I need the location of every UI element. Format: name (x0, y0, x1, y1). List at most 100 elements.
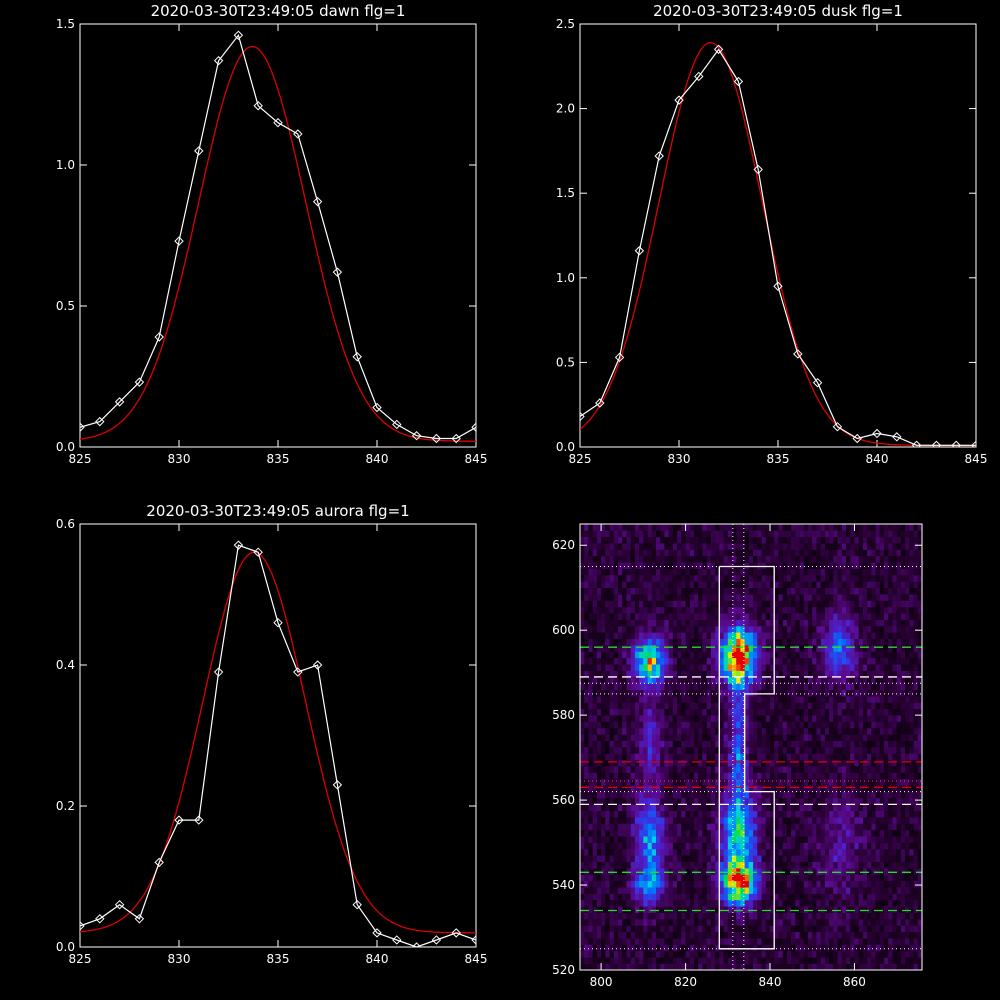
heatmap-cell (672, 689, 678, 697)
heatmap-cell (689, 810, 695, 818)
heatmap-cell (689, 931, 695, 939)
heatmap-cell (723, 594, 729, 601)
heatmap-cell (850, 657, 855, 665)
heatmap-cell (694, 581, 699, 588)
heatmap-cell (867, 753, 872, 761)
heatmap-cell (786, 568, 792, 576)
heatmap-cell (639, 696, 644, 703)
heatmap-cell (681, 524, 686, 531)
heatmap-cell (829, 543, 834, 550)
heatmap-cell (782, 664, 788, 671)
heatmap-cell (630, 613, 636, 620)
heatmap-cell (774, 848, 779, 856)
heatmap-cell (808, 938, 813, 945)
heatmap-cell (647, 530, 653, 538)
heatmap-cell (664, 861, 669, 869)
heatmap-cell (677, 715, 682, 722)
heatmap-cell (685, 753, 691, 761)
heatmap-cell (753, 536, 758, 544)
heatmap-cell (647, 785, 653, 792)
heatmap-cell (681, 740, 686, 748)
heatmap-cell (719, 798, 724, 805)
heatmap-cell (732, 740, 737, 748)
heatmap-cell (858, 957, 864, 964)
heatmap-cell (681, 664, 686, 671)
heatmap-cell (634, 829, 640, 837)
heatmap-cell (702, 575, 707, 582)
heatmap-cell (694, 524, 699, 531)
heatmap-cell (622, 829, 627, 837)
heatmap-cell (702, 759, 707, 767)
heatmap-cell (643, 708, 648, 716)
heatmap-cell (761, 778, 767, 786)
heatmap-cell (757, 651, 762, 659)
heatmap-cell (757, 925, 762, 933)
heatmap-cell (862, 880, 868, 888)
heatmap-cell (634, 804, 640, 811)
heatmap-cell (829, 613, 834, 620)
heatmap-cell (858, 562, 864, 569)
heatmap-cell (850, 861, 855, 869)
heatmap-cell (841, 912, 847, 920)
heatmap-cell (668, 944, 674, 952)
heatmap-cell (656, 810, 661, 818)
heatmap-cell (647, 524, 653, 531)
heatmap-cell (803, 683, 809, 690)
heatmap-cell (824, 555, 830, 563)
heatmap-cell (706, 594, 712, 601)
heatmap-cell (622, 880, 627, 888)
heatmap-cell (698, 963, 703, 971)
heatmap-cell (727, 893, 733, 901)
heatmap-cell (846, 549, 851, 557)
heatmap-cell (748, 798, 754, 805)
heatmap-cell (862, 549, 868, 557)
heatmap-cell (761, 638, 767, 646)
heatmap-cell (622, 645, 627, 652)
heatmap-cell (803, 562, 809, 569)
heatmap-cell (854, 638, 859, 646)
heatmap-cell (761, 944, 767, 952)
heatmap-cell (580, 919, 585, 926)
heatmap-cell (761, 810, 767, 818)
heatmap-cell (732, 657, 737, 665)
heatmap-cell (698, 721, 703, 729)
heatmap-cell (613, 778, 619, 786)
heatmap-cell (605, 753, 610, 761)
heatmap-cell (596, 651, 602, 659)
heatmap-cell (837, 848, 843, 856)
heatmap-cell (744, 963, 750, 971)
heatmap-cell (795, 899, 800, 907)
heatmap-cell (609, 676, 615, 684)
heatmap-cell (723, 759, 729, 767)
heatmap-cell (601, 676, 606, 684)
heatmap-cell (639, 906, 644, 913)
heatmap-cell (841, 836, 847, 843)
heatmap-cell (867, 778, 872, 786)
heatmap-cell (816, 708, 821, 716)
heatmap-cell (681, 530, 686, 538)
heatmap-cell (740, 625, 745, 633)
heatmap-cell (740, 657, 745, 665)
heatmap-cell (584, 848, 589, 856)
heatmap-cell (656, 957, 661, 964)
heatmap-cell (761, 957, 767, 964)
heatmap-cell (850, 594, 855, 601)
heatmap-cell (681, 549, 686, 557)
heatmap-cell (841, 880, 847, 888)
heatmap-cell (761, 702, 767, 710)
heatmap-cell (850, 600, 855, 608)
heatmap-cell (580, 759, 585, 767)
dusk-data-point (951, 440, 961, 447)
heatmap-cell (605, 912, 610, 920)
heatmap-cell (618, 734, 623, 741)
heatmap-cell (850, 944, 855, 952)
heatmap-cell (774, 600, 779, 608)
heatmap-cell (748, 524, 754, 531)
heatmap-cell (803, 925, 809, 933)
heatmap-cell (660, 798, 665, 805)
heatmap-cell (634, 861, 640, 869)
heatmap-cell (858, 689, 864, 697)
heatmap-cell (753, 676, 758, 684)
heatmap-cell (643, 842, 648, 850)
heatmap-cell (698, 842, 703, 850)
